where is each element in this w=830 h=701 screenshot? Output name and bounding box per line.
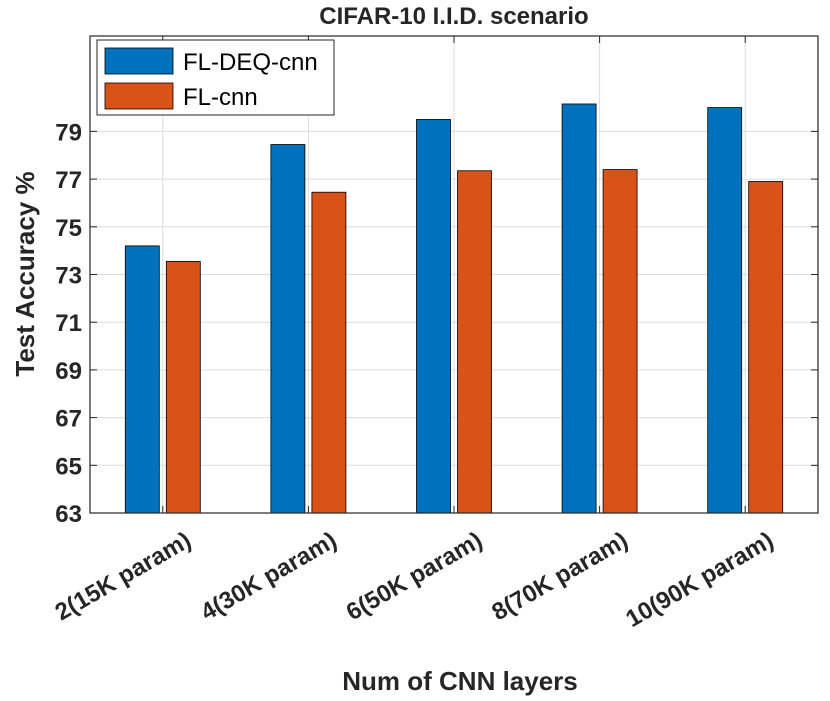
y-axis-label: Test Accuracy % — [10, 171, 40, 376]
bar-fl-deq-cnn-2-15k-param — [124, 245, 160, 514]
y-tick-label: 77 — [55, 167, 82, 194]
y-tick-label: 65 — [55, 453, 82, 480]
y-tick-label: 63 — [55, 501, 82, 528]
x-axis-label: Num of CNN layers — [342, 666, 578, 696]
bar-fl-deq-cnn-10-90k-param — [707, 107, 743, 514]
legend-swatch-fl-deq-cnn — [104, 47, 174, 75]
legend-swatch-fl-cnn — [104, 82, 174, 110]
y-tick-label: 71 — [55, 310, 82, 337]
legend-label-fl-deq-cnn: FL-DEQ-cnn — [183, 49, 318, 76]
chart-title: CIFAR-10 I.I.D. scenario — [319, 3, 588, 30]
bar-fl-cnn-8-70k-param — [602, 169, 638, 514]
x-tick-label-2-15k-param: 2(15K param) — [51, 527, 196, 626]
x-tick-label-8-70k-param: 8(70K param) — [487, 527, 632, 626]
bar-fl-cnn-2-15k-param — [165, 260, 201, 514]
bar-fl-deq-cnn-6-50k-param — [416, 119, 451, 514]
legend-label-fl-cnn: FL-cnn — [183, 84, 258, 111]
x-tick-label-4-30k-param: 4(30K param) — [196, 527, 341, 626]
bar-fl-cnn-6-50k-param — [457, 170, 492, 514]
y-tick-label: 67 — [55, 406, 82, 433]
y-tick-label: 73 — [55, 263, 82, 290]
legend: FL-DEQ-cnn FL-cnn — [96, 39, 335, 116]
bar-fl-deq-cnn-4-30k-param — [270, 144, 306, 514]
x-tick-label-10-90k-param: 10(90K param) — [621, 527, 778, 633]
y-tick-label: 69 — [55, 358, 82, 385]
y-tick-label: 75 — [55, 215, 82, 242]
bar-fl-cnn-10-90k-param — [748, 181, 784, 514]
grid-lines — [90, 36, 818, 514]
bars — [124, 103, 784, 514]
bar-fl-cnn-4-30k-param — [311, 191, 347, 514]
y-tick-label: 79 — [55, 119, 82, 146]
x-tick-label-6-50k-param: 6(50K param) — [342, 527, 487, 626]
bar-fl-deq-cnn-8-70k-param — [561, 103, 597, 514]
